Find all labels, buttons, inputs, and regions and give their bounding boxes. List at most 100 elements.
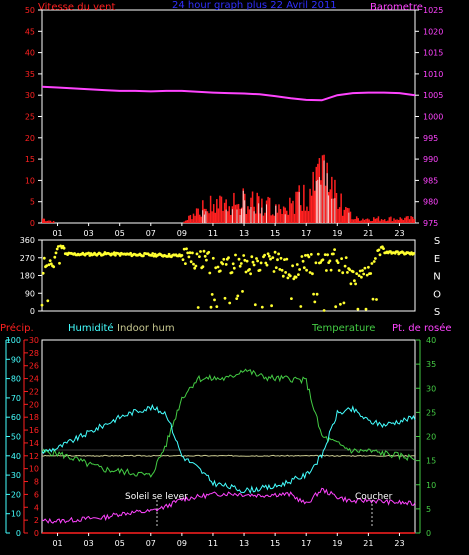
direction-dot [363,266,367,270]
direction-dot [54,251,58,255]
direction-dot [238,264,242,268]
direction-dot [294,275,298,279]
direction-dot [252,263,256,267]
wind-bar [362,218,364,223]
direction-dot [249,272,253,276]
direction-dot [180,254,184,257]
wind-bar [368,219,370,223]
direction-dot [182,247,186,251]
humidity-tick-label: 0 [16,529,21,538]
wind-bar [369,221,372,223]
wind-bar [410,216,412,223]
wind-bar [254,213,257,223]
wind-bar [276,212,279,223]
direction-dot [356,307,360,311]
wind-bar [312,171,314,223]
wind-bar [264,212,266,223]
direction-dot [311,272,314,276]
indoor-hum-label: Indoor hum [117,323,175,334]
direction-dot [211,256,215,260]
wind-bar [46,220,49,223]
direction-dot [321,258,325,262]
direction-dot [280,268,284,272]
wind-bar [343,209,346,223]
direction-dot [362,272,366,276]
wind-bar [251,191,254,223]
wind-bar [189,214,192,223]
wind-bar [301,210,304,223]
direction-dot [316,252,320,256]
wind-bar [413,219,415,223]
direction-dot [52,265,56,269]
hour-label: 05 [115,539,125,548]
direction-dot [87,251,90,255]
wind-bar [197,208,199,223]
direction-dot [114,253,117,257]
wind-bar [183,221,185,223]
direction-dot [186,251,190,255]
direction-dot [221,262,225,266]
direction-tick-label: 0 [30,307,35,316]
hour-label: 03 [84,229,94,238]
direction-dot [300,255,304,258]
wind-bar [383,219,386,223]
humidity-tick-label: 70 [11,394,21,403]
direction-dot [58,261,61,265]
wind-bar [216,199,218,223]
wind-bar [332,198,335,223]
direction-dot [213,298,216,302]
wind-bar [42,218,44,223]
baro-tick-label: 985 [423,176,438,185]
direction-dot [378,253,382,257]
wind-bar [200,216,203,223]
wind-bar [295,191,297,223]
wind-bar [279,209,282,223]
direction-dot [276,258,279,262]
wind-bar [43,218,46,223]
wind-bar [390,216,392,223]
compass-letter: S [434,236,440,247]
wind-bar [394,219,397,223]
hour-label: 19 [332,539,342,548]
humidity-tick-label: 50 [11,433,21,442]
direction-dot [195,252,199,256]
direction-dot [256,259,259,263]
direction-dot [269,257,272,261]
wind-bar [52,221,55,223]
temperature-line [41,368,416,478]
wind-bar [411,216,414,223]
wind-bar [222,210,224,223]
wind-bar [397,220,400,223]
wind-bar [313,190,316,223]
direction-dot [325,269,328,272]
direction-dot [258,268,262,272]
wind-bar [268,197,271,223]
wind-bar [245,213,248,223]
direction-dot [323,253,327,256]
wind-bar [188,215,190,223]
wind-bar [267,196,269,223]
direction-dot [232,266,236,270]
wind-bar [290,203,293,223]
bottom-hour-labels: 01 03 05 07 09 11 13 15 17 19 21 23 [52,533,405,548]
hour-label: 13 [239,229,249,238]
compass-letter: N [433,272,440,283]
direction-dot [244,270,248,274]
direction-dot [259,261,263,265]
direction-dot [357,274,361,277]
direction-dot [271,256,275,259]
direction-dot [372,260,376,263]
precip-tick-label: 14 [29,439,39,448]
direction-dot [255,257,258,260]
direction-dot [222,257,226,261]
direction-dot [291,264,294,268]
direction-dot [351,270,355,274]
temperature-tick-label: 35 [426,360,436,369]
wind-bar [396,219,398,223]
baro-tick-label: 1010 [423,70,443,79]
wind-bar [286,210,288,223]
direction-dot [166,255,170,258]
humidity-tick-label: 90 [11,355,21,364]
wind-bar [206,211,209,223]
wind-bar [233,192,235,223]
